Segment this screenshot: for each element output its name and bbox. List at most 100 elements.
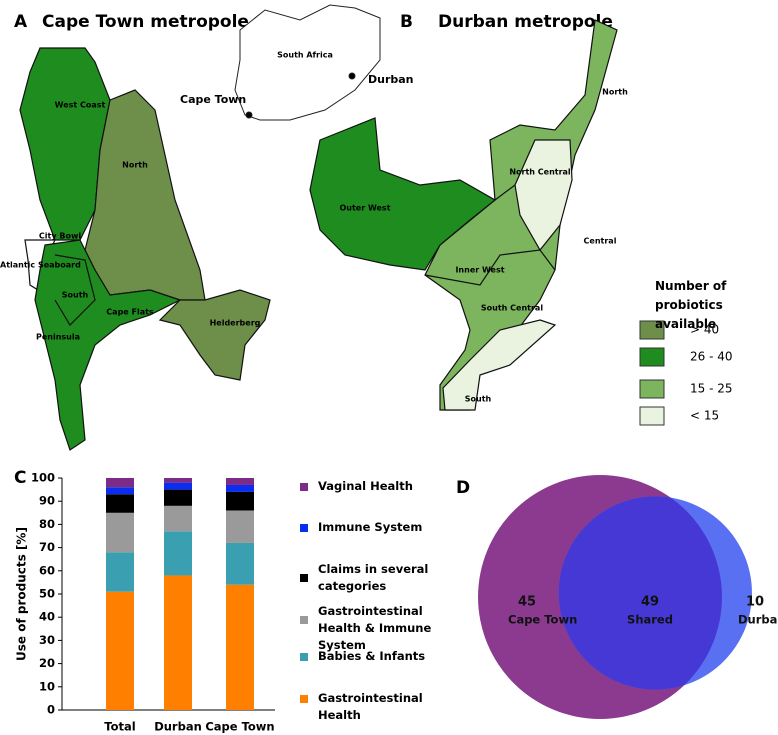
y-tick-label: 0 <box>47 703 55 717</box>
y-tick-label: 40 <box>39 610 55 624</box>
y-tick-label: 10 <box>39 679 55 693</box>
panel-letter: C <box>14 468 26 488</box>
legend-label: Gastrointestinal Health <box>318 691 423 722</box>
region-label: Peninsula <box>36 333 80 342</box>
y-tick-label: 70 <box>39 540 55 554</box>
panel-letter: D <box>456 478 470 498</box>
bar-segment <box>226 542 254 585</box>
venn-diagram: 45 Cape Town 49 Shared 10 Durban <box>478 475 778 719</box>
map-legend: > 40 26 - 40 15 - 25 < 15 <box>639 320 733 426</box>
legend-label: Immune System <box>318 520 423 534</box>
legend-label: Babies & Infants <box>318 649 426 663</box>
bar-segment <box>106 591 134 710</box>
region <box>442 319 557 411</box>
bar-segment <box>106 478 134 488</box>
region-label: Atlantic Seaboard <box>0 261 81 270</box>
legend-label: Claims in several categories <box>318 562 429 593</box>
durban-map <box>309 19 618 411</box>
bar-segment <box>164 478 192 483</box>
city-label: Cape Town <box>180 93 246 106</box>
legend-swatch <box>300 695 308 703</box>
legend-swatch <box>639 406 665 426</box>
bar-chart: 0 10 20 30 40 50 60 70 80 90 100 Total Durban Cape To… <box>31 471 308 734</box>
panel-letter: B <box>400 12 413 32</box>
region-label: Helderberg <box>210 319 261 328</box>
bar-segment <box>226 478 254 485</box>
overlap <box>558 496 722 690</box>
region-border <box>494 184 516 201</box>
region-label: Outer West <box>339 204 390 213</box>
region-label: Inner West <box>455 266 504 275</box>
x-tick-label: Total <box>104 720 135 734</box>
bar-segment <box>164 489 192 506</box>
panel-title: Cape Town metropole <box>42 12 249 32</box>
city-dot <box>348 72 356 80</box>
bar-segment <box>226 510 254 543</box>
y-tick-label: 50 <box>39 587 55 601</box>
inset-map <box>234 4 381 121</box>
legend-label: 26 - 40 <box>690 350 733 364</box>
bar-segment <box>164 531 192 576</box>
y-tick-label: 80 <box>39 517 55 531</box>
region-label: South <box>465 395 492 404</box>
value-label: 10 <box>746 595 764 610</box>
x-tick-label: Cape Town <box>205 720 274 734</box>
bar-segment <box>226 584 254 710</box>
panel-letter: A <box>14 12 28 32</box>
y-tick-label: 20 <box>39 656 55 670</box>
region-label: West Coast <box>55 101 106 110</box>
bar-segment <box>106 512 134 553</box>
legend-swatch <box>300 574 308 582</box>
bar-segment <box>164 575 192 710</box>
region-label: Cape Flats <box>106 308 154 317</box>
map-legend-title: Number of probiotics available <box>655 279 727 331</box>
y-tick-label: 100 <box>31 471 55 485</box>
value-label: 45 <box>518 595 536 610</box>
legend-swatch <box>639 320 665 340</box>
legend-label: Vaginal Health <box>318 479 413 493</box>
region <box>514 139 573 252</box>
legend-swatch <box>300 483 308 491</box>
region <box>34 239 182 451</box>
cape-town-map <box>19 47 271 451</box>
x-tick-label: Durban <box>154 720 202 734</box>
set-label: Durban <box>738 613 778 627</box>
legend-label: Gastrointestinal Health & Immune System <box>318 604 432 652</box>
country-label: South Africa <box>277 51 333 60</box>
legend-swatch <box>300 524 308 532</box>
region <box>309 117 497 271</box>
bar-segment <box>164 482 192 490</box>
legend-label: < 15 <box>690 409 719 423</box>
region-label: South <box>62 291 89 300</box>
legend-swatch <box>639 379 665 399</box>
region-label: City Bowl <box>39 232 81 241</box>
legend-swatch <box>300 616 308 624</box>
legend-label: > 40 <box>690 323 719 337</box>
country <box>234 4 381 121</box>
legend-swatch <box>639 347 665 367</box>
region <box>158 289 271 381</box>
bar-segment <box>106 552 134 592</box>
bar-segment <box>106 494 134 513</box>
bar-segment <box>106 487 134 495</box>
y-tick-label: 90 <box>39 494 55 508</box>
region-label: North Central <box>509 168 571 177</box>
panel-title: Durban metropole <box>438 12 613 32</box>
city-label: Durban <box>368 73 414 86</box>
legend-swatch <box>300 653 308 661</box>
value-label: 49 <box>641 595 659 610</box>
bar-segment <box>164 505 192 532</box>
city-dot <box>245 111 253 119</box>
region-label: South Central <box>481 304 543 313</box>
set-label: Cape Town <box>508 613 577 627</box>
region-border <box>54 254 96 326</box>
y-axis-title: Use of products [%] <box>15 527 29 661</box>
region-label: Central <box>584 237 617 246</box>
y-tick-label: 60 <box>39 563 55 577</box>
set-label: Shared <box>627 613 673 627</box>
region-border <box>424 249 556 286</box>
bar-segment <box>226 484 254 492</box>
bar-segment <box>226 491 254 511</box>
